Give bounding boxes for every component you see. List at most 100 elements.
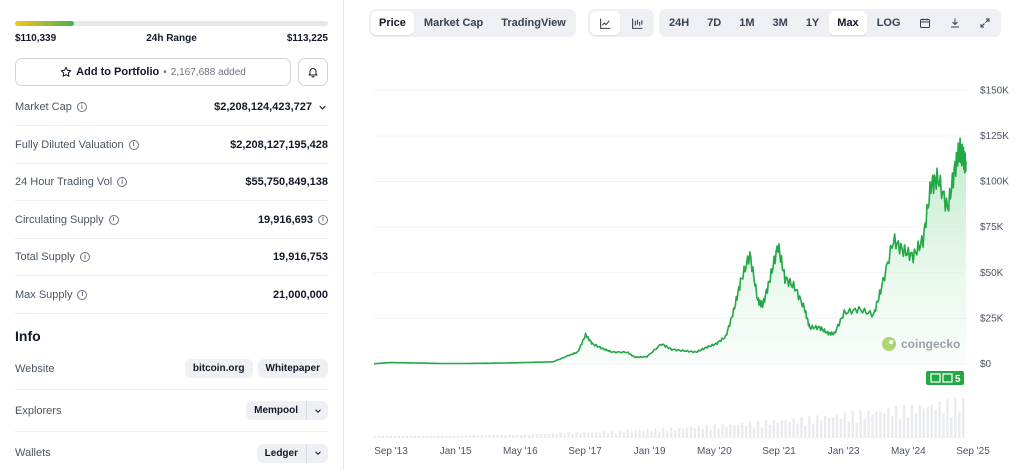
price-alert-button[interactable] xyxy=(298,58,328,86)
coingecko-logo-icon xyxy=(882,337,896,351)
newspaper-icon xyxy=(930,373,941,383)
volume-bar xyxy=(851,411,854,438)
volume-bar xyxy=(827,417,831,438)
range-24h[interactable]: 24H xyxy=(669,17,690,29)
stat-value-text: $2,208,124,423,727 xyxy=(214,101,312,113)
volume-bar xyxy=(910,404,914,438)
volume-bar xyxy=(879,411,882,438)
download-button[interactable] xyxy=(941,11,969,35)
info-icon[interactable]: i xyxy=(76,102,87,112)
range-7d[interactable]: 7D xyxy=(707,17,722,29)
volume-bar xyxy=(626,430,629,438)
volume-bar xyxy=(496,434,499,438)
chevron-down-icon[interactable] xyxy=(306,401,328,420)
info-icon[interactable]: i xyxy=(79,252,90,262)
volume-bar xyxy=(855,422,858,438)
wallet-dropdown[interactable]: Ledger xyxy=(256,443,328,463)
info-icon[interactable]: i xyxy=(77,289,88,300)
explorers-row: Explorers Mempool xyxy=(15,390,328,432)
volume-bar xyxy=(819,420,823,438)
tab-price[interactable]: Price xyxy=(371,11,414,35)
y-tick-label: $0 xyxy=(980,359,992,370)
volume-bar xyxy=(887,408,890,438)
website-link-bitcoin-org[interactable]: bitcoin.org xyxy=(184,359,253,378)
volume-bar xyxy=(752,427,756,438)
stat-value-text: $2,208,127,195,428 xyxy=(230,138,328,151)
explorer-dropdown[interactable]: Mempool xyxy=(246,401,328,420)
volume-bar xyxy=(543,433,547,438)
tab-tradingview[interactable]: TradingView xyxy=(501,17,566,29)
info-icon[interactable]: i xyxy=(108,214,119,225)
tab-market-cap[interactable]: Market Cap xyxy=(423,17,484,29)
volume-bar xyxy=(902,404,906,438)
volume-bar xyxy=(800,416,803,438)
volume-bar xyxy=(456,435,460,438)
volume-bar xyxy=(579,433,582,438)
stat-row-total-supply: Total Supply i 19,916,753 xyxy=(15,239,328,276)
info-icon[interactable]: i xyxy=(128,139,139,150)
price-area xyxy=(374,138,966,364)
volume-bar xyxy=(697,425,701,438)
volume-bar xyxy=(662,427,665,438)
info-icon[interactable]: i xyxy=(117,177,128,187)
volume-bar xyxy=(792,418,795,438)
stat-label-text: 24 Hour Trading Vol xyxy=(15,176,113,188)
volume-bar xyxy=(634,430,637,438)
range-max[interactable]: Max xyxy=(829,11,867,35)
info-icon[interactable]: i xyxy=(318,214,328,225)
volume-bar xyxy=(812,423,815,438)
volume-bar xyxy=(729,424,732,438)
badge-count: 5 xyxy=(955,374,961,385)
whitepaper-link[interactable]: Whitepaper xyxy=(257,359,328,378)
range-3m[interactable]: 3M xyxy=(772,17,788,29)
volume-bar xyxy=(595,431,598,438)
x-tick-label: Sep '17 xyxy=(568,446,602,457)
24h-range-labels: $110,339 24h Range $113,225 xyxy=(15,33,328,44)
coin-stats-panel: $110,339 24h Range $113,225 Add to Portf… xyxy=(0,0,344,470)
range-1y[interactable]: 1Y xyxy=(805,17,820,29)
volume-bar xyxy=(843,412,847,438)
fullscreen-button[interactable] xyxy=(971,11,999,35)
volume-bar xyxy=(677,427,681,438)
volume-bar xyxy=(670,427,673,438)
chevron-down-icon[interactable] xyxy=(306,443,328,463)
24h-range-bar xyxy=(15,21,328,26)
line-chart-button[interactable] xyxy=(590,11,620,35)
volume-bar xyxy=(666,431,669,438)
volume-bar xyxy=(575,432,578,438)
volume-bar xyxy=(504,434,507,438)
volume-bar xyxy=(717,428,720,438)
news-events-badge[interactable]: 5 xyxy=(926,371,964,385)
volume-bar xyxy=(721,424,724,438)
volume-bar xyxy=(744,425,748,438)
volume-bar xyxy=(946,398,949,438)
volume-bar xyxy=(389,435,393,438)
volume-bar xyxy=(891,416,894,438)
volume-bar xyxy=(587,432,590,438)
volume-bar xyxy=(385,435,389,438)
wallet-link[interactable]: Ledger xyxy=(264,447,298,459)
chevron-down-icon[interactable] xyxy=(317,102,328,113)
range-1m[interactable]: 1M xyxy=(739,17,755,29)
candlestick-chart-button[interactable] xyxy=(622,11,652,35)
price-chart[interactable]: $0 $25K $50K $75K $100K $125K $150K Sep '13 Jan… xyxy=(360,48,1024,470)
volume-bar xyxy=(448,435,452,438)
volume-bar xyxy=(898,419,902,438)
volume-bar xyxy=(942,413,945,438)
range-log[interactable]: LOG xyxy=(876,17,901,29)
volume-bar xyxy=(472,435,476,438)
calendar-button[interactable] xyxy=(911,11,939,35)
calendar-icon xyxy=(919,18,930,28)
volume-bar xyxy=(768,424,772,438)
volume-bar xyxy=(516,434,519,438)
volume-bar xyxy=(693,428,697,438)
volume-bar xyxy=(464,435,468,438)
add-to-portfolio-button[interactable]: Add to Portfolio • 2,167,688 added xyxy=(15,58,291,86)
x-tick-label: Jan '23 xyxy=(828,446,860,457)
y-tick-label: $25K xyxy=(980,313,1004,324)
expand-icon xyxy=(980,18,990,28)
volume-bar xyxy=(381,435,385,438)
explorer-link[interactable]: Mempool xyxy=(254,405,298,416)
stat-label-text: Total Supply xyxy=(15,251,75,263)
x-tick-label: Sep '21 xyxy=(762,446,796,457)
